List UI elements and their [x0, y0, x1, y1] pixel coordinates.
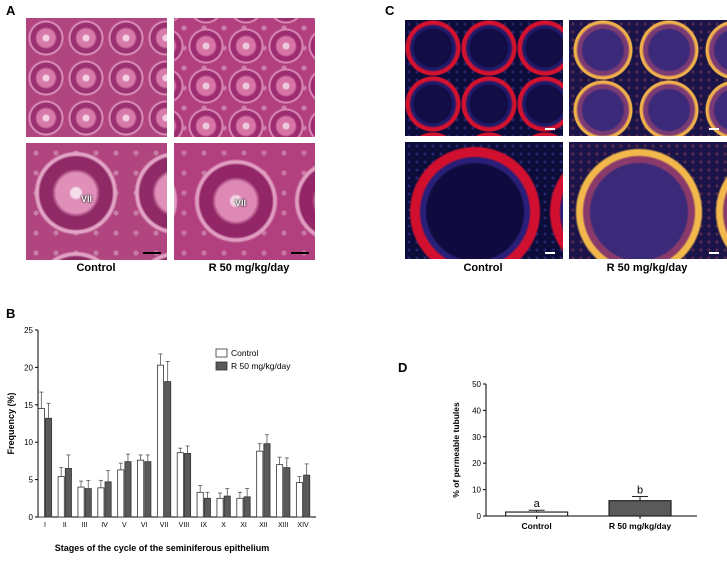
panel-c-caption-control: Control	[463, 262, 503, 274]
bar-control	[117, 469, 125, 518]
y-tick-label: 50	[472, 380, 481, 389]
bar-treated	[283, 467, 291, 518]
bar-control	[156, 364, 164, 518]
x-tick-label: IX	[200, 522, 207, 529]
fluorescence-control-low-mag	[405, 20, 563, 136]
scale-bar	[143, 252, 161, 254]
panel-c-caption-treated: R 50 mg/kg/day	[606, 262, 688, 274]
y-tick-label: 30	[472, 433, 481, 442]
bar-control	[97, 487, 105, 518]
stage-label: VII	[235, 198, 247, 208]
x-tick-label: XIV	[297, 522, 309, 529]
y-tick-label: 25	[24, 326, 33, 335]
bar-treated	[303, 474, 311, 518]
bar-treated	[45, 417, 53, 518]
x-tick-label: XIII	[278, 522, 289, 529]
legend-swatch	[215, 348, 228, 358]
he-treated-high-mag: VII	[174, 143, 315, 260]
y-tick-label: 20	[472, 459, 481, 468]
y-axis-title: Frequency (%)	[6, 392, 16, 454]
panel-a-caption-control: Control	[76, 262, 116, 274]
bar-treated	[124, 461, 132, 518]
y-tick-label: 10	[472, 486, 481, 495]
bar-control	[176, 452, 184, 518]
bar-treated	[64, 467, 72, 518]
bar-control	[137, 459, 145, 518]
bar-control	[37, 408, 45, 518]
he-control-high-mag: VII	[26, 143, 167, 260]
scale-bar	[709, 128, 719, 130]
legend-label: R 50 mg/kg/day	[231, 361, 291, 371]
x-tick-label: III	[82, 522, 88, 529]
y-tick-label: 10	[24, 438, 33, 447]
bar-control	[276, 464, 284, 518]
x-tick-label: I	[44, 522, 46, 529]
panel-b-letter: B	[6, 306, 16, 321]
bar-control	[505, 511, 569, 517]
x-tick-label: II	[63, 522, 67, 529]
bar-treated	[263, 443, 271, 518]
stage-label: VII	[81, 194, 93, 204]
fluorescence-control-high-mag	[405, 142, 563, 259]
panel-c-letter: C	[385, 3, 395, 18]
scale-bar	[545, 252, 555, 254]
x-tick-label: VI	[141, 522, 148, 529]
x-tick-label: VIII	[179, 522, 190, 529]
fluorescence-treated-low-mag	[569, 20, 727, 136]
x-axis-title: Stages of the cycle of the seminiferous …	[55, 543, 270, 553]
y-tick-label: 40	[472, 406, 481, 415]
panel-d-letter: D	[398, 360, 408, 375]
y-tick-label: 15	[24, 401, 33, 410]
scale-bar	[545, 128, 555, 130]
he-treated-low-mag	[174, 18, 315, 137]
x-tick-label: V	[122, 522, 127, 529]
panel-a-letter: A	[6, 3, 16, 18]
x-tick-label: VII	[160, 522, 169, 529]
bar-treated	[164, 381, 172, 518]
chart-d: 0 10 20 30 40 50 a Control b R 50 mg/kg/day % of p…	[451, 380, 697, 531]
x-tick-label: Control	[522, 521, 552, 531]
y-axis-title: % of permeable tubules	[451, 402, 461, 498]
fluorescence-treated-high-mag	[569, 142, 727, 259]
x-tick-label: R 50 mg/kg/day	[609, 521, 672, 531]
x-tick-label: X	[221, 522, 226, 529]
bar-treated	[203, 497, 211, 518]
significance-letter: a	[534, 498, 541, 510]
bar-treated	[144, 461, 152, 518]
legend-swatch	[215, 361, 228, 371]
x-tick-label: XI	[240, 522, 247, 529]
scale-bar	[709, 252, 719, 254]
x-tick-label: XII	[259, 522, 268, 529]
bar-treated	[608, 500, 672, 517]
significance-letter: b	[637, 484, 643, 496]
bar-control	[295, 482, 303, 518]
bar-control	[216, 497, 224, 518]
y-tick-label: 0	[477, 512, 482, 521]
bar-treated	[104, 481, 112, 518]
y-tick-label: 5	[29, 476, 34, 485]
bar-treated	[184, 453, 192, 518]
bar-control	[57, 476, 65, 518]
bar-control	[256, 450, 264, 518]
bar-treated	[84, 488, 92, 518]
he-control-low-mag	[26, 18, 167, 137]
legend-label: Control	[231, 348, 259, 358]
bar-treated	[243, 496, 251, 518]
bar-control	[196, 491, 204, 518]
bar-control	[236, 497, 244, 518]
y-tick-label: 20	[24, 363, 33, 372]
panel-a-caption-treated: R 50 mg/kg/day	[208, 262, 290, 274]
bar-treated	[223, 495, 231, 518]
bar-control	[77, 486, 85, 518]
x-tick-label: IV	[101, 522, 108, 529]
scale-bar	[291, 252, 309, 254]
y-tick-label: 0	[29, 513, 34, 522]
